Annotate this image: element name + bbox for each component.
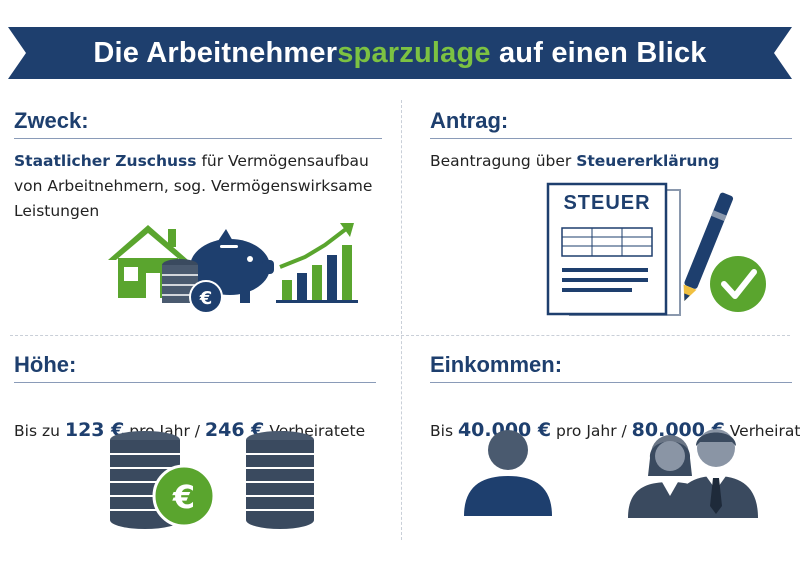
einkommen-suffix: Verheiratete: [729, 422, 800, 440]
check-icon: [710, 256, 766, 312]
tax-document-icon: [546, 182, 766, 316]
title-highlight: sparzulage: [337, 36, 491, 69]
euro-coin-icon: €: [189, 280, 223, 314]
page-title: Die Arbeitnehmer sparzulage auf einen Bli…: [8, 27, 792, 79]
vertical-divider: [401, 100, 402, 540]
zweck-text: Staatlicher Zuschuss für Vermögensaufbau…: [14, 149, 374, 224]
savings-illustration: €: [108, 223, 358, 314]
person-icon: [464, 430, 552, 516]
persons-illustration: [464, 429, 758, 518]
tax-form-illustration: STEUER: [540, 180, 780, 320]
title-part-1: Die Arbeitnehmer: [93, 36, 338, 69]
title-part-2: auf einen Blick: [490, 36, 707, 69]
coin-stack-icon: [246, 431, 314, 529]
antrag-text: Beantragung über Steuererklärung: [430, 149, 792, 174]
section-antrag: Antrag: Beantragung über Steuererklärung: [430, 108, 792, 174]
svg-text:€: €: [199, 288, 213, 309]
svg-text:€: €: [172, 478, 195, 516]
zweck-description: für Vermögensaufbau von Arbeitnehmern, s…: [14, 152, 373, 220]
antrag-bold-text: Steuererklärung: [576, 152, 720, 170]
einkommen-prefix: Bis: [430, 422, 458, 440]
antrag-description: Beantragung über: [430, 152, 577, 170]
euro-coin-icon: €: [152, 464, 216, 528]
antrag-heading: Antrag:: [430, 108, 792, 139]
einkommen-middle: pro Jahr /: [551, 422, 632, 440]
zweck-bold-text: Staatlicher Zuschuss: [14, 152, 197, 170]
horizontal-divider: [10, 335, 790, 336]
title-banner: Die Arbeitnehmer sparzulage auf einen Bli…: [8, 27, 792, 79]
banner-ribbon: [8, 27, 792, 79]
coins-illustration: €: [110, 431, 314, 529]
pen-icon: [683, 192, 734, 301]
hoehe-heading: Höhe:: [14, 352, 376, 383]
einkommen-heading: Einkommen:: [430, 352, 792, 383]
section-zweck: Zweck: Staatlicher Zuschuss für Vermögen…: [14, 108, 382, 224]
document-label: STEUER: [563, 192, 651, 214]
couple-icon: [628, 429, 758, 518]
zweck-heading: Zweck:: [14, 108, 382, 139]
growth-chart-icon: [276, 223, 358, 303]
hoehe-prefix: Bis zu: [14, 422, 65, 440]
